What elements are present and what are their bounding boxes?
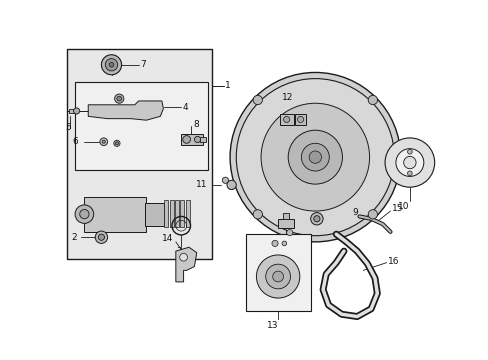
Circle shape bbox=[367, 210, 377, 219]
Circle shape bbox=[80, 210, 89, 219]
Circle shape bbox=[287, 130, 342, 184]
Text: 4: 4 bbox=[183, 103, 188, 112]
Bar bbox=[169, 199, 173, 227]
Text: 13: 13 bbox=[266, 320, 278, 329]
Circle shape bbox=[102, 140, 105, 143]
Circle shape bbox=[367, 95, 377, 105]
Text: 15: 15 bbox=[391, 204, 403, 213]
Circle shape bbox=[313, 216, 319, 222]
Circle shape bbox=[114, 140, 120, 147]
Circle shape bbox=[286, 230, 292, 236]
Circle shape bbox=[105, 59, 118, 71]
Circle shape bbox=[256, 255, 299, 298]
Circle shape bbox=[95, 231, 107, 243]
Circle shape bbox=[183, 136, 190, 143]
Bar bbox=[185, 199, 189, 227]
Circle shape bbox=[283, 116, 289, 122]
Circle shape bbox=[73, 108, 80, 114]
Circle shape bbox=[100, 138, 107, 145]
Bar bbox=[175, 199, 179, 227]
Circle shape bbox=[403, 156, 415, 169]
Circle shape bbox=[98, 234, 104, 240]
Circle shape bbox=[271, 240, 278, 247]
Circle shape bbox=[109, 62, 114, 67]
Bar bbox=[180, 199, 184, 227]
Bar bbox=[295, 114, 305, 125]
Text: 18: 18 bbox=[306, 193, 318, 202]
Circle shape bbox=[395, 149, 423, 176]
Circle shape bbox=[114, 94, 123, 103]
Circle shape bbox=[253, 95, 262, 105]
Circle shape bbox=[310, 213, 323, 225]
FancyBboxPatch shape bbox=[67, 49, 212, 259]
FancyBboxPatch shape bbox=[245, 234, 311, 311]
Circle shape bbox=[261, 103, 369, 211]
Circle shape bbox=[75, 205, 94, 223]
Bar bbox=[282, 213, 288, 219]
Bar bbox=[164, 199, 168, 227]
Text: 12: 12 bbox=[281, 93, 292, 102]
Bar bbox=[200, 137, 205, 142]
FancyBboxPatch shape bbox=[75, 82, 208, 170]
Circle shape bbox=[407, 149, 411, 154]
Text: 10: 10 bbox=[397, 202, 408, 211]
Text: 5: 5 bbox=[66, 123, 71, 132]
Circle shape bbox=[384, 138, 434, 187]
Bar bbox=[69, 109, 78, 113]
Circle shape bbox=[236, 78, 393, 236]
Bar bbox=[181, 134, 203, 145]
Text: 2: 2 bbox=[71, 233, 77, 242]
Circle shape bbox=[265, 264, 290, 289]
Circle shape bbox=[407, 171, 411, 176]
Polygon shape bbox=[88, 101, 163, 120]
Text: 16: 16 bbox=[387, 257, 399, 266]
Circle shape bbox=[179, 253, 187, 261]
Circle shape bbox=[282, 241, 286, 246]
Polygon shape bbox=[176, 247, 196, 282]
Circle shape bbox=[272, 271, 283, 282]
Bar bbox=[84, 197, 146, 232]
Text: 8: 8 bbox=[192, 120, 198, 129]
Circle shape bbox=[301, 143, 328, 171]
Text: 9: 9 bbox=[352, 208, 358, 217]
Text: 1: 1 bbox=[225, 81, 231, 90]
Text: 7: 7 bbox=[140, 60, 145, 69]
Text: 11: 11 bbox=[196, 180, 207, 189]
Circle shape bbox=[101, 55, 122, 75]
Text: 3: 3 bbox=[176, 247, 182, 256]
Text: 17: 17 bbox=[276, 239, 287, 248]
Circle shape bbox=[194, 136, 200, 143]
Text: 6: 6 bbox=[73, 137, 79, 146]
Circle shape bbox=[115, 142, 118, 145]
Circle shape bbox=[297, 116, 303, 122]
Circle shape bbox=[222, 177, 228, 183]
Circle shape bbox=[253, 210, 262, 219]
Circle shape bbox=[230, 72, 400, 242]
Text: 14: 14 bbox=[162, 234, 173, 243]
Bar bbox=[279, 114, 293, 125]
Bar bbox=[278, 219, 293, 228]
Bar bbox=[144, 203, 164, 226]
Circle shape bbox=[308, 151, 321, 163]
Circle shape bbox=[117, 96, 122, 101]
Circle shape bbox=[226, 180, 236, 189]
